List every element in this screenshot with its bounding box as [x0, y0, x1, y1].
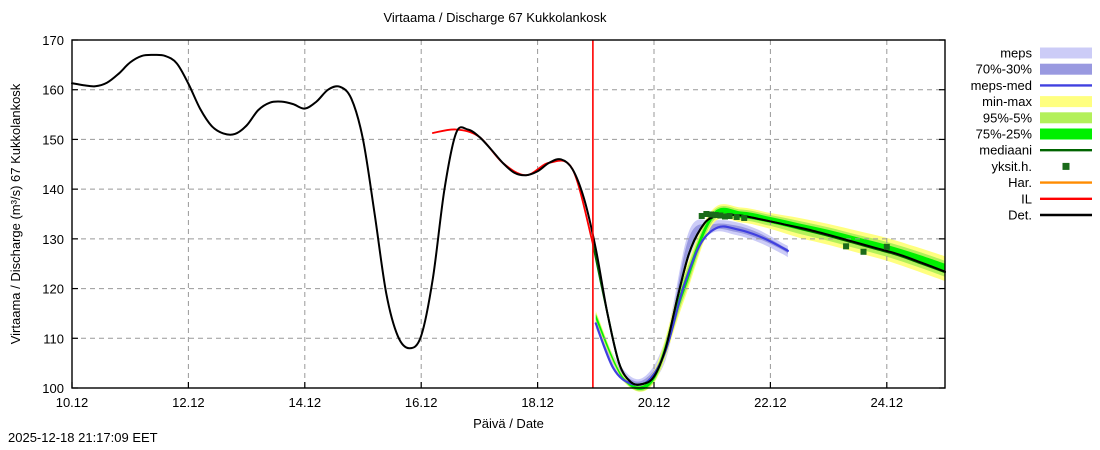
- legend-label-8: Har.: [1008, 175, 1032, 190]
- legend-swatch-band-3: [1040, 96, 1092, 108]
- band-min-max: [595, 204, 945, 392]
- xtick-label: 14.12: [289, 395, 322, 410]
- xtick-label: 20.12: [638, 395, 671, 410]
- legend-swatch-band-4: [1040, 112, 1092, 124]
- observation-marker: [860, 248, 867, 255]
- ytick-label: 150: [42, 132, 64, 147]
- y-axis-label: Virtaama / Discharge (m³/s) 67 Kukkolank…: [8, 83, 23, 344]
- ytick-label: 170: [42, 33, 64, 48]
- ytick-label: 130: [42, 232, 64, 247]
- band-meps: [595, 219, 788, 388]
- ytick-label: 160: [42, 83, 64, 98]
- legend-swatch-marker-7: [1062, 162, 1070, 170]
- observation-marker: [708, 211, 715, 218]
- legend-label-7: yksit.h.: [992, 159, 1032, 174]
- xtick-label: 22.12: [754, 395, 787, 410]
- observation-marker: [733, 213, 740, 220]
- legend-swatch-band-1: [1040, 63, 1092, 75]
- observation-marker: [717, 212, 724, 219]
- series-line-il: [431, 128, 594, 245]
- legend-label-5: 75%-25%: [976, 127, 1033, 142]
- legend-label-6: mediaani: [979, 143, 1032, 158]
- legend-swatch-band-0: [1040, 47, 1092, 59]
- observation-marker: [843, 243, 850, 250]
- series-line-mepsmed: [594, 225, 789, 387]
- xtick-label: 10.12: [56, 395, 89, 410]
- observation-marker: [722, 213, 729, 220]
- xtick-label: 24.12: [871, 395, 904, 410]
- observation-marker: [703, 211, 710, 217]
- plot-frame: [71, 39, 946, 389]
- legend-label-2: meps-med: [971, 78, 1032, 93]
- axis-ticks-layer: 100 110 120 130 140 150 160 170 10.12 12.12 14.12 1…: [8, 33, 945, 431]
- observation-marker: [741, 214, 748, 221]
- legend-label-4: 95%-5%: [983, 110, 1033, 125]
- legend-label-9: IL: [1021, 191, 1032, 206]
- ytick-label: 120: [42, 282, 64, 297]
- ytick-label: 100: [42, 381, 64, 396]
- ytick-label: 110: [43, 331, 64, 346]
- legend-label-1: 70%-30%: [976, 62, 1033, 77]
- series-layer: [71, 53, 946, 387]
- ytick-label: 140: [42, 182, 64, 197]
- legend-swatch-band-5: [1040, 128, 1092, 140]
- observation-marker: [712, 211, 719, 218]
- timestamp-label: 2025-12-18 21:17:09 EET: [8, 430, 158, 445]
- page-title: Virtaama / Discharge 67 Kukkolankosk: [383, 10, 607, 25]
- legend-label-3: min-max: [982, 94, 1032, 109]
- band-75%-25%: [595, 207, 945, 390]
- xtick-label: 16.12: [405, 395, 438, 410]
- grid-layer: [72, 40, 945, 388]
- legend-label-10: Det.: [1008, 208, 1032, 223]
- xtick-label: 18.12: [521, 395, 554, 410]
- observation-marker: [883, 243, 890, 250]
- series-line-det: [71, 53, 946, 386]
- observation-marker: [726, 212, 733, 219]
- x-axis-label: Päivä / Date: [473, 416, 544, 431]
- xtick-label: 12.12: [172, 395, 205, 410]
- plot-frame-layer: [71, 39, 946, 389]
- observation-marker: [698, 212, 705, 219]
- legend-label-0: meps: [1000, 46, 1032, 61]
